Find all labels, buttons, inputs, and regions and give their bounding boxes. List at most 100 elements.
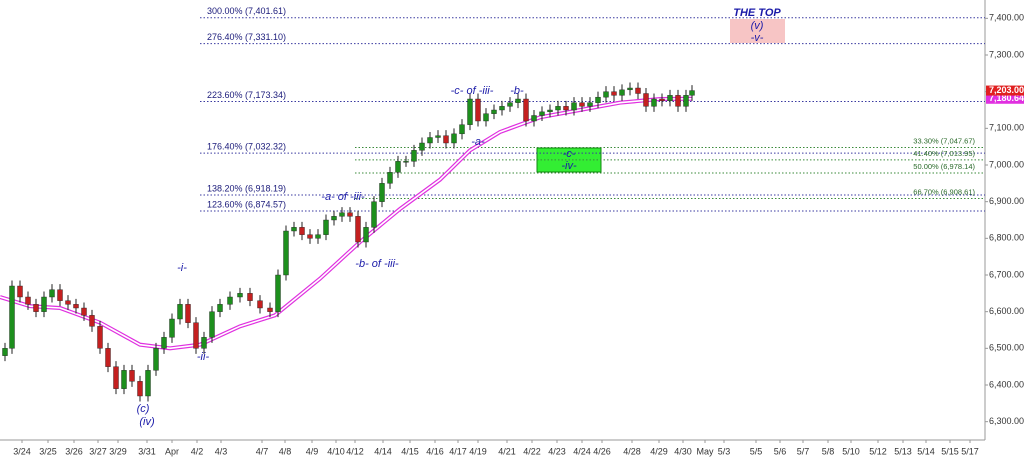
x-tick-label: 4/7 (256, 446, 269, 456)
price-tag (986, 85, 1024, 96)
candle-body (571, 102, 577, 111)
retracement-label: 50.00% (6,978.14) (913, 162, 975, 171)
wave-label: (v) (751, 20, 764, 32)
candle-body (689, 90, 695, 96)
y-tick-label: 7,300.00 (989, 49, 1024, 59)
x-tick-label: 4/9 (306, 446, 319, 456)
x-tick-label: 3/26 (65, 446, 83, 456)
y-tick-label: 6,500.00 (989, 343, 1024, 353)
candle-body (651, 98, 657, 107)
x-tick-label: 4/15 (401, 446, 419, 456)
candle-body (291, 227, 297, 232)
candle-body (507, 102, 513, 107)
candle-body (81, 307, 87, 316)
wave-label: -b- of -iii- (355, 258, 399, 270)
candle-body (137, 381, 143, 397)
wave-label: -b- (510, 85, 524, 97)
x-tick-label: 5/7 (797, 446, 810, 456)
candle-body (193, 322, 199, 349)
y-tick-label: 7,100.00 (989, 123, 1024, 133)
candle-body (73, 304, 79, 309)
candle-body (683, 95, 689, 107)
candle-body (483, 113, 489, 122)
candle-body (89, 315, 95, 327)
candle-body (227, 296, 233, 305)
candle-body (129, 370, 135, 382)
y-tick-label: 7,000.00 (989, 159, 1024, 169)
candle-body (153, 348, 159, 371)
candle-body (595, 96, 601, 103)
x-tick-label: Apr (165, 446, 179, 456)
candle-body (97, 326, 103, 349)
x-tick-label: 4/2 (191, 446, 204, 456)
candle-body (427, 137, 433, 144)
candle-body (315, 234, 321, 239)
extension-label: 276.40% (7,331.10) (207, 32, 286, 42)
candle-body (185, 304, 191, 323)
x-tick-label: 4/28 (623, 446, 641, 456)
y-tick-label: 6,300.00 (989, 416, 1024, 426)
candle-body (435, 135, 441, 138)
price-tag-label: 7,180.64 (989, 93, 1024, 103)
candle-body (57, 289, 63, 301)
candle-body (563, 106, 569, 111)
candle-body (403, 161, 409, 163)
candle-body (145, 370, 151, 397)
wave-label: -v- (751, 32, 764, 44)
candle-body (209, 311, 215, 338)
x-tick-label: 4/22 (523, 446, 541, 456)
wave-label: -i- (177, 262, 187, 274)
moving-average (0, 96, 693, 351)
x-tick-label: 5/12 (869, 446, 887, 456)
candle-body (65, 300, 71, 305)
candle-body (247, 293, 253, 301)
candle-body (419, 142, 425, 151)
candle-body (355, 216, 361, 243)
candle-body (475, 98, 481, 122)
candle-body (201, 337, 207, 349)
x-tick-label: 5/3 (718, 446, 731, 456)
x-tick-label: 5/17 (961, 446, 979, 456)
candle-body (547, 109, 553, 113)
candle-body (33, 304, 39, 312)
wave-label: (c) (137, 403, 150, 415)
candle-body (387, 172, 393, 184)
y-tick-label: 6,600.00 (989, 306, 1024, 316)
x-tick-label: 5/5 (750, 446, 763, 456)
candle-body (659, 98, 665, 102)
x-tick-label: 3/27 (89, 446, 107, 456)
x-tick-label: May (696, 446, 714, 456)
target-box (730, 19, 785, 43)
moving-average-inner (0, 97, 693, 350)
x-tick-label: 4/10 (327, 446, 345, 456)
extension-label: 176.40% (7,032.32) (207, 142, 286, 152)
candle-body (675, 95, 681, 107)
x-tick-label: 4/3 (215, 446, 228, 456)
candle-body (667, 95, 673, 102)
wave-label: -iv- (561, 160, 577, 172)
candle-body (121, 370, 127, 389)
candle-body (347, 212, 353, 217)
candle-body (25, 296, 31, 305)
y-tick-label: 6,700.00 (989, 269, 1024, 279)
candle-body (491, 109, 497, 114)
candle-body (323, 219, 329, 235)
x-tick-label: 4/21 (498, 446, 516, 456)
x-tick-label: 4/23 (548, 446, 566, 456)
candle-body (467, 98, 473, 125)
candle-body (531, 115, 537, 122)
candle-body (177, 304, 183, 320)
candle-body (523, 98, 529, 122)
x-tick-label: 3/25 (39, 446, 57, 456)
candle-body (275, 274, 281, 312)
candle-body (17, 285, 23, 298)
x-tick-label: 4/29 (650, 446, 668, 456)
x-tick-label: 4/26 (593, 446, 611, 456)
x-tick-label: 4/19 (469, 446, 487, 456)
candle-body (9, 285, 15, 349)
candle-body (161, 337, 167, 349)
retracement-label: 66.70% (6,908.61) (913, 187, 975, 196)
candle-body (443, 135, 449, 144)
x-tick-label: 5/6 (774, 446, 787, 456)
